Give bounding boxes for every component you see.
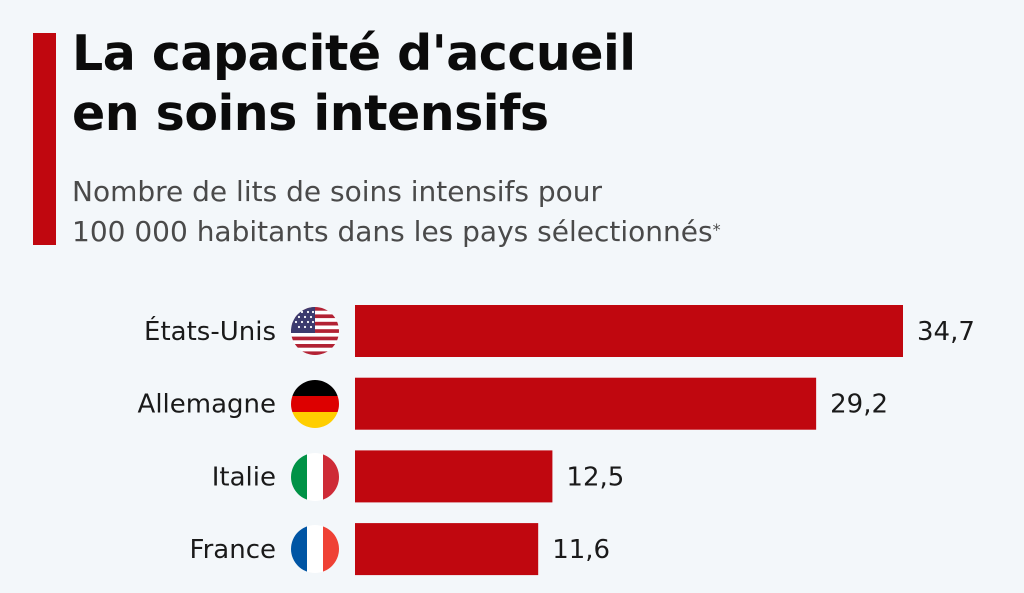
france-flag-icon [291, 525, 339, 573]
category-label: Italie [212, 462, 276, 492]
chart-title: La capacité d'accueil en soins intensifs [72, 24, 972, 144]
value-label: 29,2 [830, 390, 888, 420]
chart-subtitle: Nombre de lits de soins intensifs pour 1… [72, 172, 972, 252]
bar [355, 450, 553, 503]
bar [355, 377, 817, 430]
category-label: France [190, 535, 276, 565]
value-label: 34,7 [917, 317, 975, 347]
bar [355, 305, 903, 357]
title-line-2: en soins intensifs [72, 85, 549, 142]
title-line-1: La capacité d'accueil [72, 25, 636, 82]
subtitle-line-1: Nombre de lits de soins intensifs pour [72, 175, 603, 208]
bars-layer: États-Unis 34,7 Allemagne 29,2 Italie 12,5 Fra… [138, 305, 975, 576]
category-label: États-Unis [144, 315, 276, 347]
footnote-mark: * [712, 220, 721, 239]
us-flag-icon [291, 307, 339, 355]
value-label: 12,5 [566, 462, 624, 492]
value-label: 11,6 [552, 535, 610, 565]
accent-bar [33, 33, 56, 245]
germany-flag-icon [291, 380, 339, 428]
bar [355, 523, 539, 576]
category-label: Allemagne [138, 390, 276, 420]
subtitle-line-2: 100 000 habitants dans les pays sélectio… [72, 215, 713, 248]
italy-flag-icon [291, 453, 339, 501]
